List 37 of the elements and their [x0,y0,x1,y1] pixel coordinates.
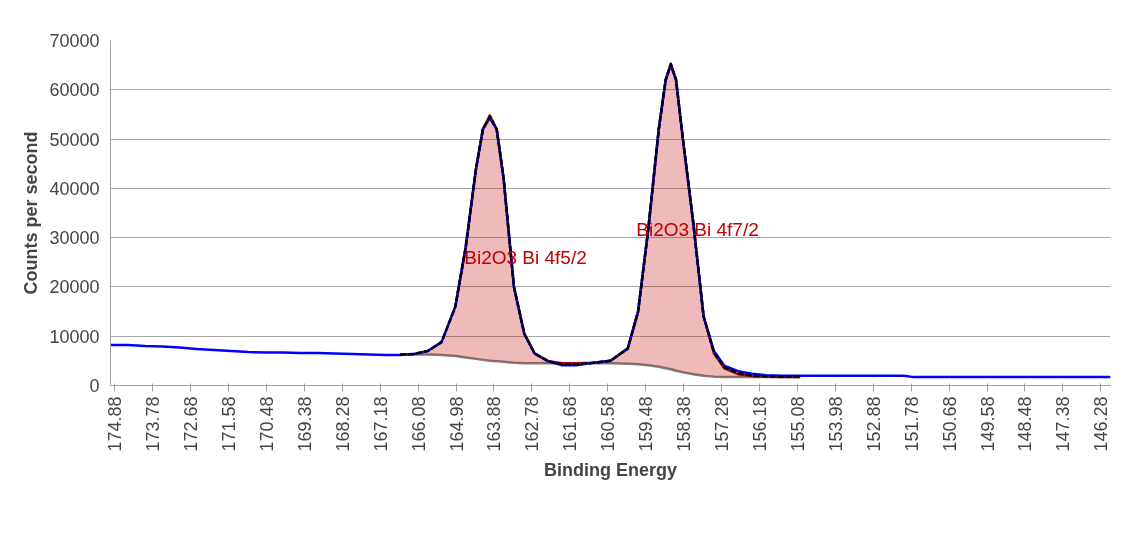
x-tick-label: 155.08 [787,396,808,452]
y-tick-label: 50000 [49,129,100,150]
x-tick-label: 162.78 [522,396,543,452]
y-axis-title: Counts per second [21,131,42,295]
x-tick-label: 163.88 [484,396,505,452]
x-tick-label: 149.58 [977,396,998,452]
y-tick-label: 40000 [49,178,100,199]
y-tick-label: 0 [89,376,100,396]
x-tick-label: 173.78 [143,396,164,452]
y-tick-label: 20000 [49,277,100,298]
x-tick-label: 156.18 [749,396,770,452]
x-tick-label: 170.48 [256,396,277,452]
x-tick-label: 171.58 [218,396,239,452]
x-tick-label: 157.28 [712,396,733,452]
x-tick-label: 151.78 [901,396,922,452]
x-tick-label: 161.68 [560,396,581,452]
x-tick-label: 152.88 [863,396,884,452]
x-tick-label: 167.18 [370,396,391,452]
y-tick-label: 30000 [49,228,100,249]
x-tick-label: 174.88 [105,396,126,452]
y-tick-label: 70000 [49,31,100,51]
x-axis-title: Binding Energy [544,459,678,480]
x-tick-label: 147.38 [1053,396,1074,452]
x-tick-label: 164.98 [446,396,467,452]
x-tick-label: 159.48 [636,396,657,452]
x-tick-label: 168.28 [332,396,353,452]
x-tick-label: 172.68 [181,396,201,452]
x-tick-label: 148.48 [1015,396,1036,452]
y-tick-label: 60000 [49,80,100,101]
x-tick-label: 158.38 [674,396,695,452]
x-tick-label: 150.68 [939,396,960,452]
y-tick-label: 10000 [49,326,100,347]
x-tick-label: 166.08 [408,396,429,452]
x-tick-label: 153.98 [825,396,846,452]
x-tick-label: 146.28 [1091,396,1112,452]
x-tick-label: 160.58 [598,396,619,452]
x-tick-label: 169.38 [294,396,315,452]
